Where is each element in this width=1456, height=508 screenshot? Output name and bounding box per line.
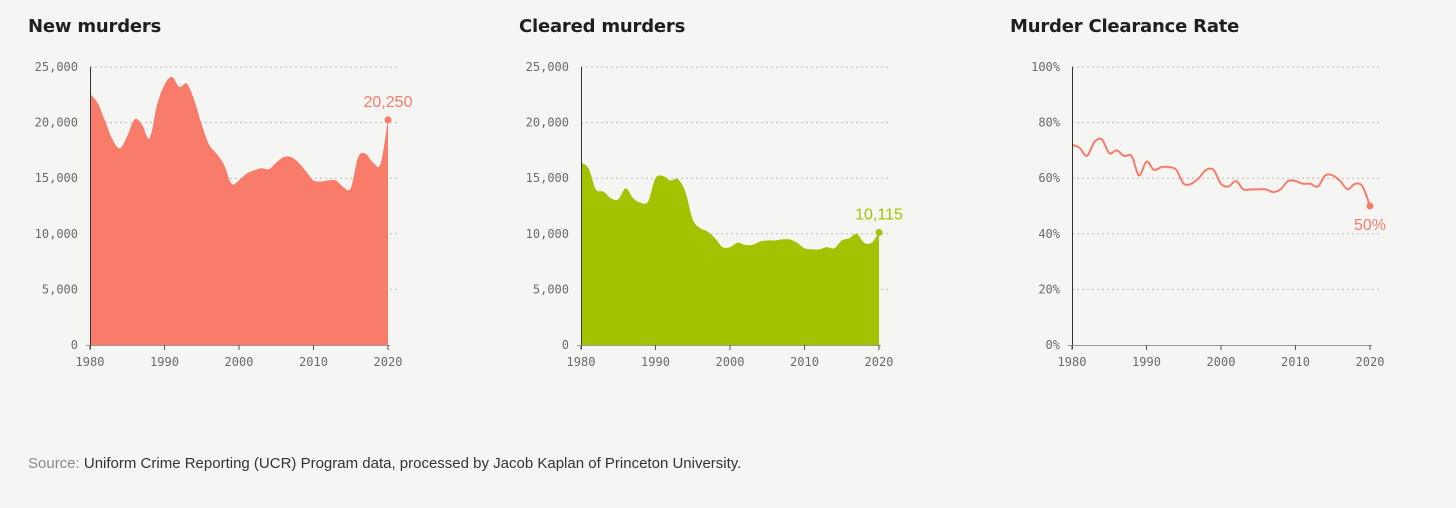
end-point-marker: [1366, 202, 1374, 210]
y-tick-label: 20,000: [526, 116, 569, 130]
chart-new-murders: New murders 0 5,000 10,000 15,000 20,000 25,0…: [28, 0, 498, 420]
chart-cleared-murders: Cleared murders 0 5,000 10,000 15,000 20,000…: [519, 0, 989, 420]
chart-title: New murders: [28, 16, 162, 37]
y-tick-label: 100%: [1031, 60, 1061, 74]
y-tick-label: 25,000: [526, 60, 569, 74]
line-series: [1071, 137, 1371, 207]
y-tick-label: 5,000: [42, 282, 78, 296]
end-point-marker: [384, 116, 392, 124]
y-tick-label: 0: [71, 338, 78, 352]
x-tick-label: 2000: [1207, 355, 1236, 369]
x-tick-label: 2020: [374, 355, 403, 369]
x-tick-label: 2020: [1356, 355, 1385, 369]
x-tick-label: 2000: [716, 355, 745, 369]
y-tick-label: 40%: [1038, 227, 1060, 241]
chart-title: Murder Clearance Rate: [1010, 16, 1240, 37]
area-series: [581, 162, 879, 345]
y-tick-label: 10,000: [526, 227, 569, 241]
end-value-label: 20,250: [364, 94, 413, 111]
y-tick-label: 5,000: [533, 282, 569, 296]
source-prefix: Source:: [28, 455, 80, 472]
y-tick-label: 60%: [1038, 171, 1060, 185]
y-tick-label: 20,000: [35, 116, 78, 130]
end-value-label: 10,115: [855, 207, 903, 224]
x-tick-label: 1980: [1058, 355, 1087, 369]
end-point-marker: [875, 229, 883, 237]
y-tick-label: 80%: [1038, 116, 1060, 130]
x-tick-label: 1990: [641, 355, 670, 369]
source-text: Uniform Crime Reporting (UCR) Program da…: [79, 455, 742, 472]
y-tick-label: 0: [562, 338, 569, 352]
y-tick-label: 0%: [1046, 338, 1061, 352]
y-tick-label: 25,000: [35, 60, 78, 74]
chart-title: Cleared murders: [519, 16, 686, 37]
x-tick-label: 2000: [225, 355, 254, 369]
x-tick-label: 2010: [790, 355, 819, 369]
y-tick-label: 15,000: [526, 171, 569, 185]
chart-clearance-rate: Murder Clearance Rate 0% 20% 40% 60% 80% 100%…: [1010, 0, 1456, 420]
area-series: [90, 76, 388, 345]
chart-svg: 0 5,000 10,000 15,000 20,000 25,000 1980 1990 20…: [35, 60, 413, 369]
x-tick-label: 1990: [1132, 355, 1161, 369]
x-tick-label: 1990: [150, 355, 179, 369]
y-tick-label: 10,000: [35, 227, 78, 241]
x-tick-label: 2010: [299, 355, 328, 369]
chart-svg: 0% 20% 40% 60% 80% 100% 1980 1990 2000 2010 2020 50…: [1031, 60, 1386, 369]
x-tick-label: 2020: [865, 355, 894, 369]
source-note: Source: Uniform Crime Reporting (UCR) Pr…: [28, 455, 741, 472]
chart-svg: 0 5,000 10,000 15,000 20,000 25,000 1980 1990 20…: [526, 60, 903, 369]
x-tick-label: 1980: [76, 355, 105, 369]
x-tick-label: 1980: [567, 355, 596, 369]
x-tick-label: 2010: [1281, 355, 1310, 369]
y-tick-label: 20%: [1038, 282, 1060, 296]
y-tick-label: 15,000: [35, 171, 78, 185]
end-value-label: 50%: [1354, 217, 1386, 234]
